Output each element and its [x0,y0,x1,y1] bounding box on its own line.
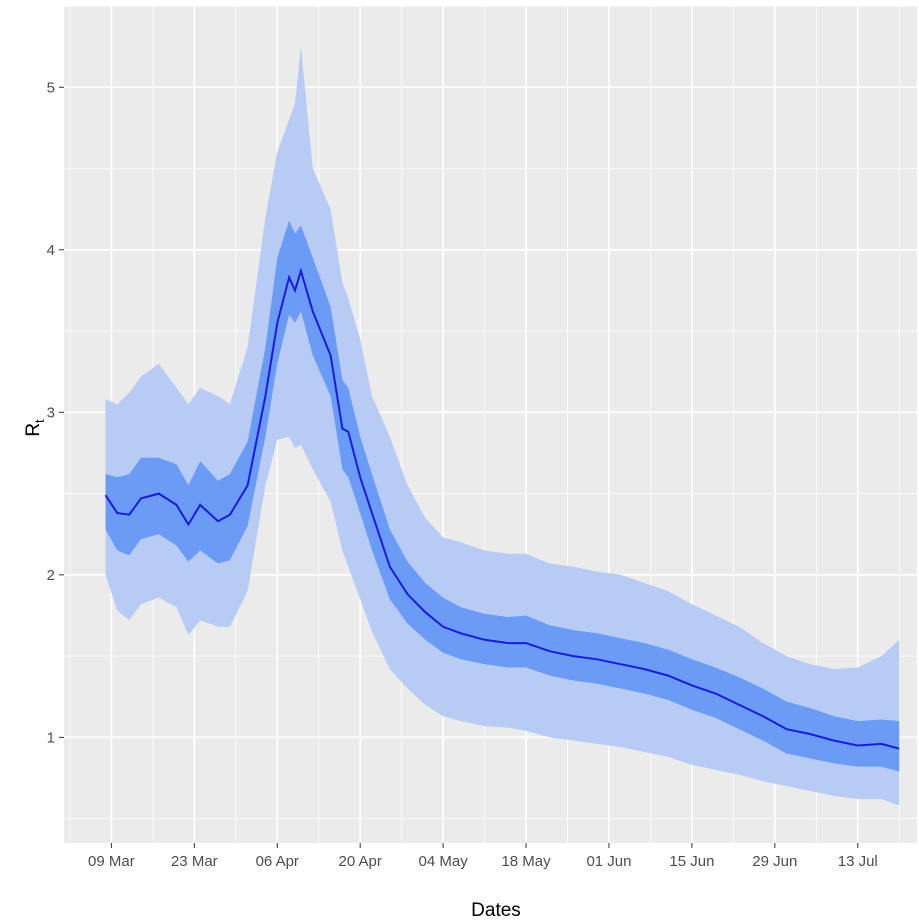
y-axis: 1 2 3 4 5 [47,79,64,746]
x-tick-label: 01 Jun [586,853,631,870]
y-tick-label: 3 [47,404,55,421]
x-tick-label: 04 May [419,853,469,870]
x-tick-label: 18 May [501,853,551,870]
x-tick-label: 20 Apr [338,853,381,870]
x-axis-title: Dates [471,900,521,921]
x-axis: 09 Mar 23 Mar 06 Apr 20 Apr 04 May 18 May 01 J… [88,843,878,870]
y-axis-title: Rt [23,419,47,437]
x-tick-label: 13 Jul [838,853,878,870]
y-axis-title-main: R [23,423,44,437]
x-tick-label: 06 Apr [256,853,299,870]
inner-credible-band [105,220,900,772]
y-tick-label: 5 [47,79,55,96]
y-tick-label: 1 [47,729,55,746]
x-tick-label: 23 Mar [171,853,218,870]
mean-rt-line [104,267,900,750]
y-tick-label: 4 [47,242,55,259]
y-tick-label: 2 [47,567,55,584]
y-axis-title-subscript: t [32,419,47,423]
x-tick-label: 09 Mar [88,853,135,870]
x-tick-label: 15 Jun [669,853,714,870]
x-tick-label: 29 Jun [752,853,797,870]
